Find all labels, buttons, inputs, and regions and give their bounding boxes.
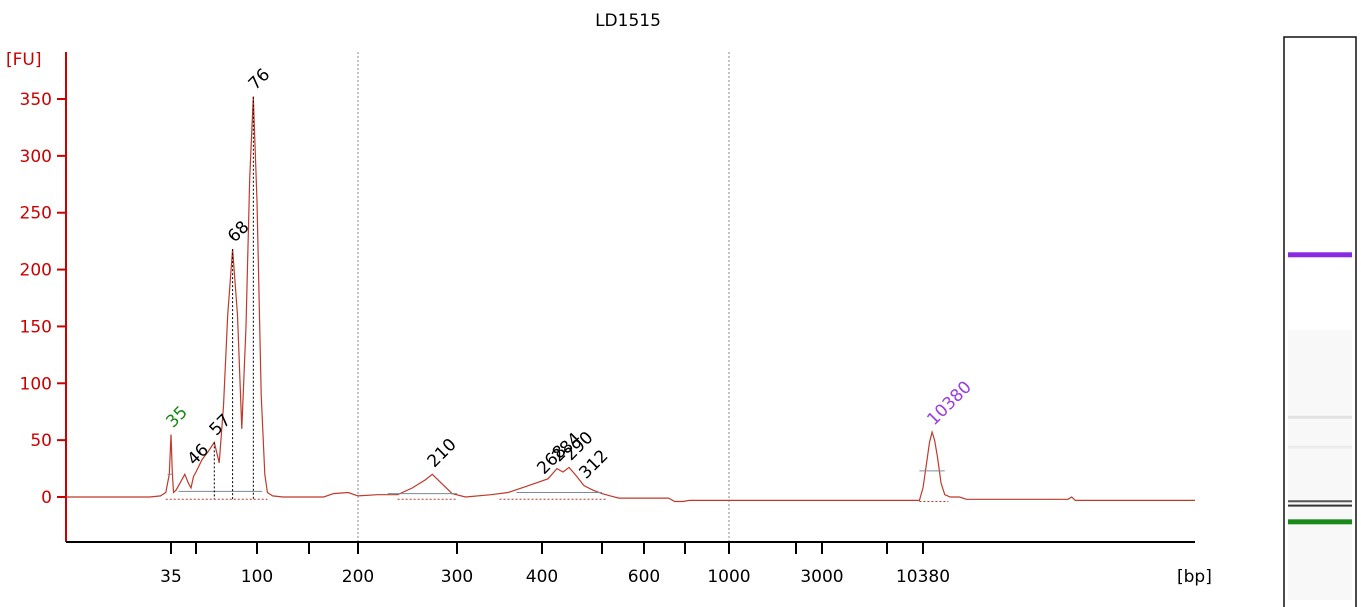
y-tick-label-100: 100 — [20, 374, 52, 394]
x-tick-label-10380: 10380 — [896, 567, 950, 587]
x-tick-label-400: 400 — [526, 567, 558, 587]
y-tick-label-50: 50 — [30, 431, 52, 451]
gel-lane-smear — [1288, 330, 1352, 600]
grid-layer — [357, 52, 730, 542]
x-tick-label-35: 35 — [160, 567, 182, 587]
peak-label-210: 210 — [424, 435, 461, 472]
x-tick-label-3000: 3000 — [800, 567, 843, 587]
x-tick-label-300: 300 — [441, 567, 473, 587]
y-tick-label-350: 350 — [20, 90, 52, 110]
gel-band-1 — [1288, 415, 1352, 419]
x-axis-label: [bp] — [1177, 567, 1212, 587]
x-tick-label-100: 100 — [241, 567, 273, 587]
y-tick-label-250: 250 — [20, 204, 52, 224]
gel-band-0 — [1288, 252, 1352, 258]
chart-title: LD1515 — [595, 11, 661, 31]
gel-band-4 — [1288, 504, 1352, 507]
peak-label-35: 35 — [162, 403, 191, 432]
gel-lane — [1283, 36, 1357, 607]
gel-band-3 — [1288, 500, 1352, 503]
x-tick-label-600: 600 — [628, 567, 660, 587]
y-axis-label: [FU] — [6, 50, 42, 70]
gel-bands — [1288, 252, 1352, 600]
peak-label-46: 46 — [184, 440, 213, 469]
peak-label-10380: 10380 — [923, 377, 975, 429]
peak-label-57: 57 — [206, 411, 235, 440]
x-tick-label-200: 200 — [342, 567, 374, 587]
y-tick-label-200: 200 — [20, 261, 52, 281]
gel-band-5 — [1288, 519, 1352, 525]
axes-layer: 0 50 100 150 200 250 300 350 35 100 200 300 400 600 10… — [20, 52, 1195, 587]
electropherogram-trace — [66, 96, 1195, 503]
x-tick-label-1000: 1000 — [707, 567, 750, 587]
y-tick-label-0: 0 — [41, 488, 52, 508]
peak-label-76: 76 — [245, 65, 274, 94]
y-tick-label-300: 300 — [20, 147, 52, 167]
y-tick-label-150: 150 — [20, 317, 52, 337]
trace-layer — [66, 96, 1195, 503]
gel-band-2 — [1288, 445, 1352, 449]
